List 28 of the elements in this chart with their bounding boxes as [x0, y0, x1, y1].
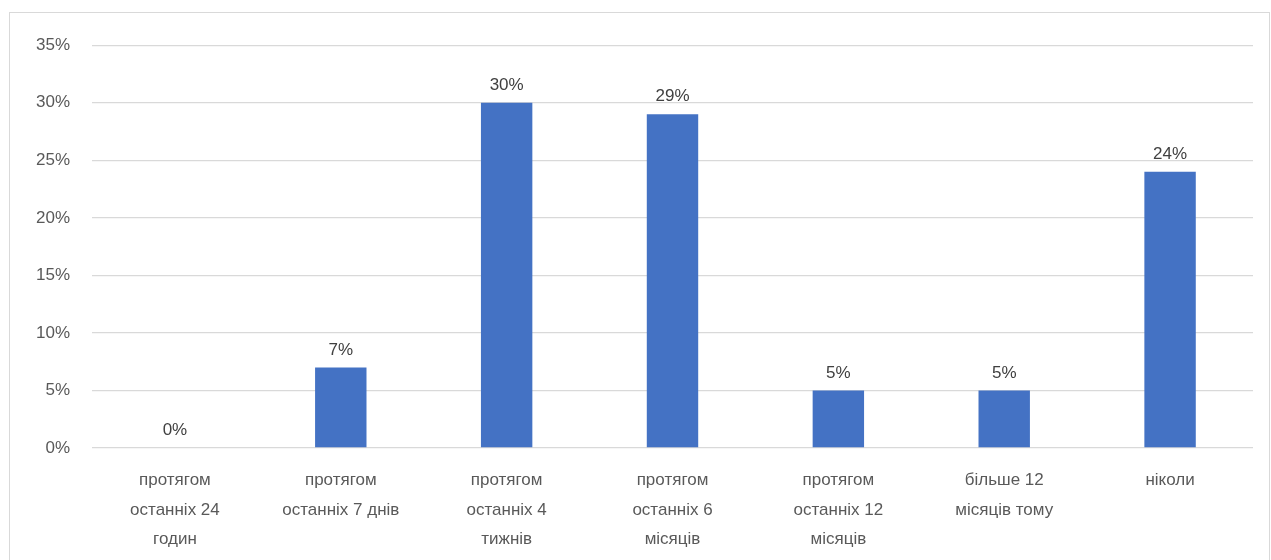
x-tick-label: протягом останніх 6 місяців: [632, 470, 713, 548]
y-tick-label: 5%: [45, 380, 70, 400]
data-label: 5%: [826, 362, 851, 382]
y-tick-label: 20%: [35, 207, 70, 227]
y-tick-label: 10%: [35, 322, 70, 342]
data-label: 0%: [162, 420, 188, 440]
bar: [480, 102, 533, 448]
y-tick-label: 15%: [35, 265, 70, 285]
bar: [978, 390, 1030, 448]
data-label: 7%: [328, 339, 354, 359]
y-tick-label: 30%: [35, 92, 70, 112]
data-label: 24%: [1153, 143, 1188, 163]
data-label: 5%: [991, 362, 1017, 382]
data-label: 29%: [655, 86, 690, 106]
x-tick-label: протягом останніх 7 днів: [282, 470, 400, 519]
x-tick-label: ніколи: [1145, 470, 1195, 490]
y-tick-label: 0%: [45, 437, 70, 457]
x-tick-label: протягом останніх 4 тижнів: [466, 470, 547, 548]
bar: [1144, 171, 1196, 448]
data-label: 30%: [489, 74, 524, 94]
x-tick-label: протягом останніх 12 місяців: [793, 470, 884, 548]
y-tick-label: 25%: [35, 149, 70, 169]
x-tick-label: протягом останніх 24 годин: [130, 470, 220, 548]
bar: [646, 114, 699, 448]
y-tick-label: 35%: [35, 34, 70, 54]
x-tick-label: більше 12 місяців тому: [955, 470, 1054, 519]
bar: [315, 367, 367, 448]
bar: [812, 390, 865, 448]
